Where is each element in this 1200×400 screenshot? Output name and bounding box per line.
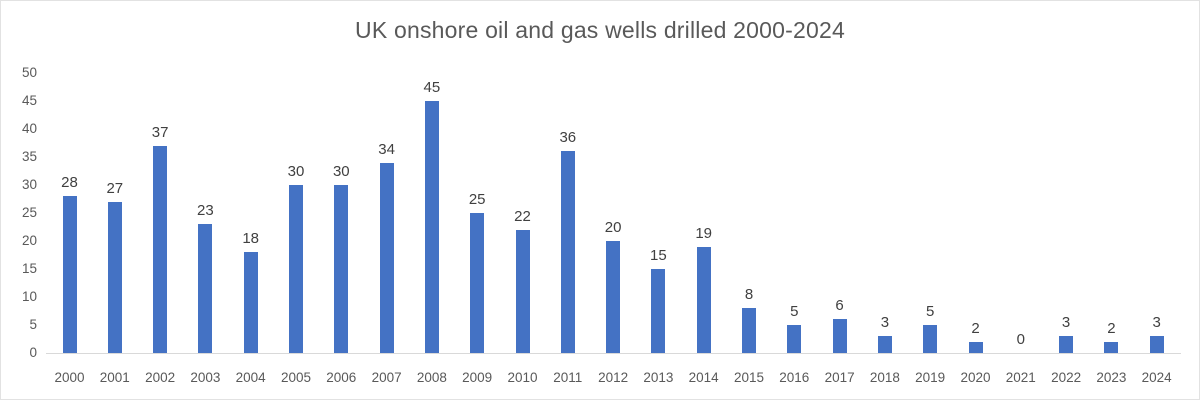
bar-value-label: 8	[744, 286, 754, 304]
y-tick-label: 45	[21, 93, 37, 108]
bar-value-label: 5	[790, 303, 799, 320]
bar	[1149, 336, 1164, 353]
y-tick-label: 0	[29, 345, 37, 360]
x-tick-label: 2011	[553, 370, 583, 385]
x-tick-label: 2017	[824, 370, 855, 385]
bar-value-label: 23	[197, 202, 214, 220]
bar	[742, 308, 756, 353]
bar-value-label: 25	[468, 191, 486, 208]
y-tick-label: 10	[21, 289, 37, 304]
bar	[1059, 336, 1074, 353]
bar	[289, 185, 303, 353]
bar-value-label: 3	[880, 314, 890, 332]
bar	[651, 269, 666, 353]
x-tick-label: 2005	[280, 370, 312, 385]
bar	[424, 101, 439, 353]
x-tick-label: 2010	[507, 370, 538, 385]
bar	[832, 319, 847, 353]
x-tick-label: 2018	[869, 370, 900, 385]
bar-value-label: 3	[1061, 314, 1071, 332]
bar	[696, 246, 711, 353]
y-tick-label: 35	[21, 149, 37, 164]
x-tick-label: 2016	[779, 370, 810, 385]
y-tick-label: 25	[21, 205, 37, 220]
x-tick-label: 2012	[598, 370, 629, 385]
x-tick-label: 2020	[960, 370, 991, 385]
bar-value-label: 0	[1016, 331, 1025, 348]
x-tick-label: 2015	[733, 370, 765, 385]
bar-value-label: 2	[971, 319, 980, 337]
x-tick-label: 2021	[1005, 370, 1036, 385]
bar	[107, 201, 122, 353]
bar-value-label: 37	[151, 123, 169, 141]
x-tick-label: 2023	[1096, 370, 1127, 385]
bar-value-label: 22	[514, 207, 531, 225]
bar-value-label: 30	[287, 163, 305, 180]
bar	[1104, 341, 1119, 353]
chart-title: UK onshore oil and gas wells drilled 200…	[355, 17, 845, 43]
bar-value-label: 34	[378, 140, 395, 158]
bar	[877, 336, 892, 353]
y-tick-label: 30	[21, 177, 37, 192]
bar	[923, 325, 938, 353]
x-tick-label: 2014	[688, 370, 719, 385]
x-tick-label: 2006	[326, 370, 357, 385]
bar	[62, 196, 77, 353]
x-tick-label: 2024	[1141, 370, 1172, 385]
x-axis-line	[46, 353, 1181, 354]
bar	[379, 162, 394, 353]
bar-value-label: 19	[695, 224, 713, 242]
bar	[560, 151, 575, 353]
y-tick-label: 40	[21, 121, 37, 136]
bar-value-label: 6	[835, 297, 844, 315]
bar-value-label: 45	[423, 79, 441, 96]
x-tick-label: 2013	[643, 370, 674, 385]
y-tick-label: 20	[21, 233, 37, 248]
bar	[787, 325, 802, 353]
bar-value-label: 36	[559, 129, 577, 147]
bar-value-label: 2	[1107, 319, 1116, 337]
x-tick-label: 2004	[235, 370, 266, 385]
bar-value-label: 15	[650, 247, 667, 264]
bar-value-label: 20	[604, 219, 622, 236]
bar	[153, 145, 168, 353]
bar	[334, 185, 349, 353]
x-tick-label: 2008	[416, 370, 447, 385]
x-tick-label: 2000	[54, 370, 85, 385]
bar	[243, 252, 258, 353]
x-tick-label: 2019	[915, 370, 946, 385]
bar	[968, 341, 983, 353]
bar-value-label: 3	[1152, 314, 1161, 332]
bar-value-label: 28	[61, 174, 78, 192]
bar	[515, 229, 530, 353]
bar	[606, 241, 621, 353]
bar-value-label: 30	[332, 163, 350, 180]
x-tick-label: 2003	[190, 370, 221, 385]
x-tick-label: 2009	[462, 370, 493, 385]
y-tick-label: 15	[21, 261, 37, 276]
y-tick-label: 50	[21, 65, 37, 80]
x-tick-label: 2001	[99, 370, 130, 385]
bar	[198, 224, 213, 353]
bar-value-label: 5	[926, 303, 935, 320]
x-tick-label: 2002	[145, 370, 176, 385]
x-tick-label: 2022	[1051, 370, 1082, 385]
bar-value-label: 18	[242, 230, 260, 248]
bar	[470, 213, 485, 353]
bar-value-label: 27	[106, 179, 124, 197]
x-tick-label: 2007	[371, 370, 402, 385]
y-tick-label: 5	[29, 317, 37, 332]
